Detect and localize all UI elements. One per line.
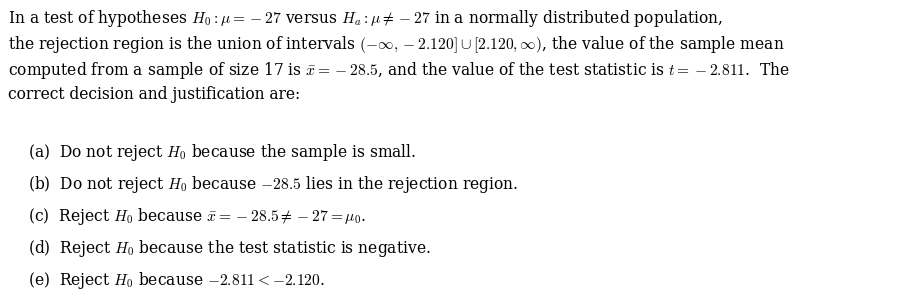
Text: (e)  Reject $H_0$ because $-2.811 < -2.120$.: (e) Reject $H_0$ because $-2.811 < -2.12… xyxy=(28,270,324,291)
Text: (c)  Reject $H_0$ because $\bar{x} = -28.5 \neq -27 = \mu_0$.: (c) Reject $H_0$ because $\bar{x} = -28.… xyxy=(28,206,366,227)
Text: the rejection region is the union of intervals $(-\infty, -2.120] \cup [2.120, \: the rejection region is the union of int… xyxy=(8,34,784,55)
Text: (d)  Reject $H_0$ because the test statistic is negative.: (d) Reject $H_0$ because the test statis… xyxy=(28,238,430,259)
Text: In a test of hypotheses $H_0 : \mu = -27$ versus $H_a : \mu \neq -27$ in a norma: In a test of hypotheses $H_0 : \mu = -27… xyxy=(8,8,722,29)
Text: computed from a sample of size 17 is $\bar{x} = -28.5$, and the value of the tes: computed from a sample of size 17 is $\b… xyxy=(8,60,789,81)
Text: correct decision and justification are:: correct decision and justification are: xyxy=(8,86,300,103)
Text: (a)  Do not reject $H_0$ because the sample is small.: (a) Do not reject $H_0$ because the samp… xyxy=(28,142,416,163)
Text: (b)  Do not reject $H_0$ because $-28.5$ lies in the rejection region.: (b) Do not reject $H_0$ because $-28.5$ … xyxy=(28,174,518,195)
